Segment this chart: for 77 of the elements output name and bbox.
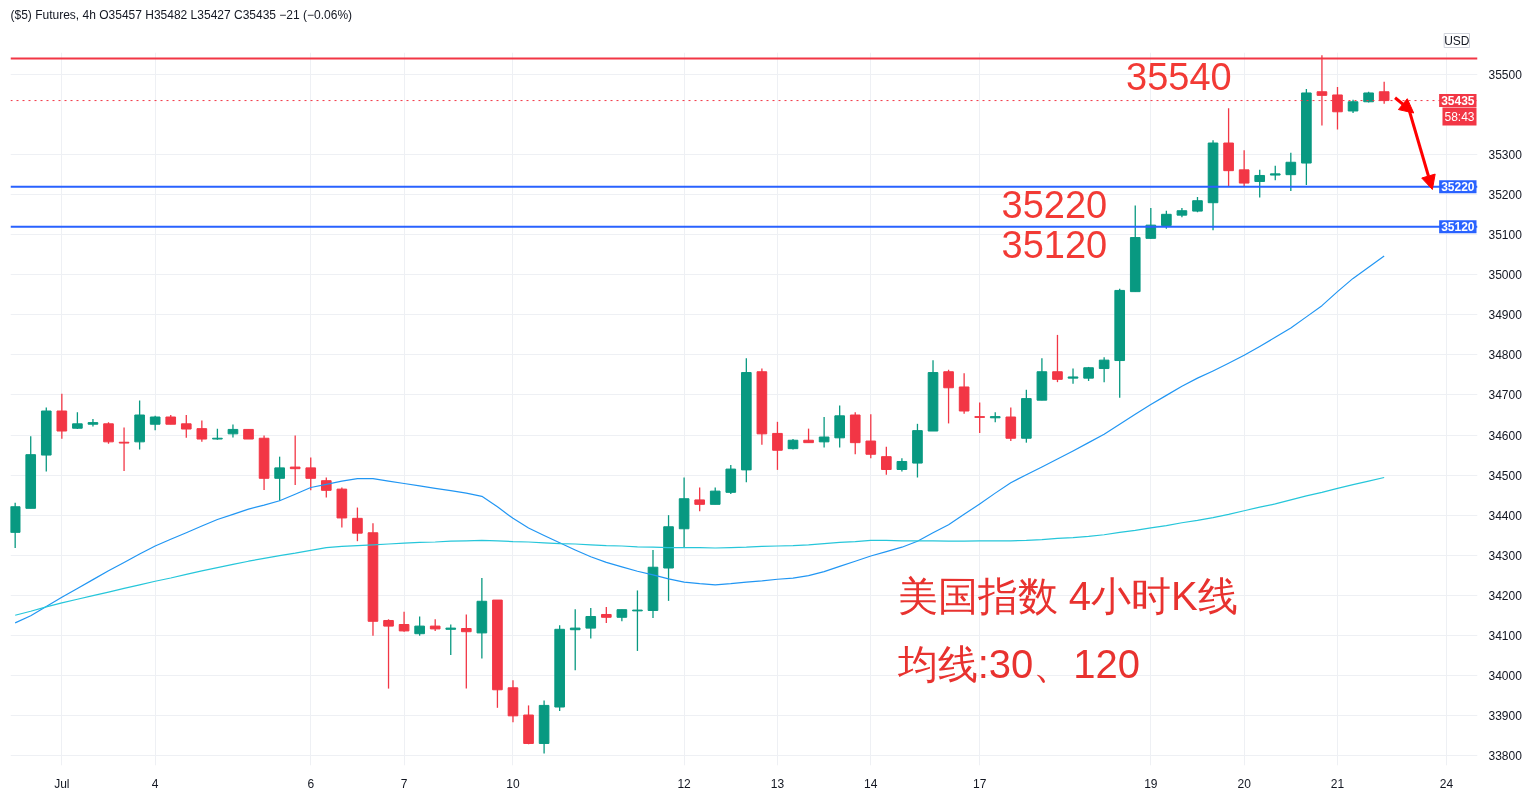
candlestick (460, 613, 472, 690)
candlestick (352, 506, 363, 542)
y-tick-label: 34900 (1488, 308, 1523, 323)
candlestick (1052, 334, 1063, 383)
candlestick (383, 618, 394, 690)
candlestick (445, 623, 457, 656)
candlestick (1098, 356, 1110, 383)
candlestick (725, 464, 737, 495)
y-tick-label: 35200 (1488, 188, 1523, 203)
y-tick-label: 34300 (1488, 548, 1523, 563)
candlestick (1254, 169, 1266, 199)
ref-line-label: 35120 (1441, 220, 1475, 235)
candlestick (569, 608, 581, 671)
x-tick-label: 6 (307, 776, 315, 791)
candlestick (1005, 406, 1017, 442)
x-tick-label: 19 (1144, 776, 1158, 791)
candlestick (818, 416, 830, 449)
x-tick-label: 10 (506, 776, 520, 791)
x-tick-label: 14 (864, 776, 878, 791)
x-tick-label: 4 (151, 776, 159, 791)
y-tick-label: 35000 (1488, 268, 1523, 283)
candlestick (585, 607, 597, 640)
x-tick-label: 24 (1439, 776, 1454, 791)
y-tick-label: 35500 (1488, 68, 1523, 83)
candlestick (772, 421, 783, 471)
y-tick-label: 34600 (1488, 428, 1523, 443)
y-tick-label: 33800 (1488, 748, 1523, 763)
candlestick (196, 419, 208, 443)
x-tick-label: 12 (677, 776, 692, 791)
candlestick (289, 434, 301, 486)
ref-line-label: 35540 (1126, 55, 1232, 98)
candlestick (974, 401, 986, 434)
candlestick (943, 369, 954, 425)
candlestick (1238, 149, 1250, 187)
y-tick-label: 34200 (1488, 588, 1523, 603)
x-tick-label: 21 (1330, 776, 1345, 791)
y-tick-label: 34100 (1488, 628, 1523, 643)
y-axis-title: USD (1444, 33, 1470, 48)
candlestick (881, 446, 892, 476)
y-tick-label: 34000 (1488, 668, 1523, 683)
candlestick (694, 486, 705, 512)
text: 35120 (1001, 223, 1108, 266)
candlestick (1161, 210, 1172, 230)
candlestick (414, 615, 425, 637)
candlestick (274, 456, 285, 502)
y-tick-label: 34700 (1488, 388, 1523, 403)
y-tick-label: 34400 (1488, 508, 1523, 523)
candlestick (103, 421, 114, 445)
candlestick (56, 393, 68, 440)
line-series (14, 476, 1385, 616)
candlestick (305, 456, 317, 491)
candlestick (865, 413, 877, 459)
candlestick (398, 611, 410, 633)
chart-title: ($5) Futures, 4h O35457 H35482 L35427 C35435 −21 (−0.06%) (10, 7, 353, 22)
x-tick-label: 13 (770, 776, 785, 791)
x-tick-label: 7 (400, 776, 408, 791)
candlestick (632, 589, 643, 652)
ref-line-label: 35435 (1441, 94, 1475, 109)
y-tick-label: 34500 (1488, 468, 1523, 483)
text: 35220 (1001, 183, 1108, 226)
candlestick (1067, 367, 1079, 385)
y-tick-label: 33900 (1488, 708, 1523, 723)
annotation: 美国指数 4小时K线 (897, 574, 1238, 619)
x-tick-label: 17 (973, 776, 987, 791)
candlestick (180, 414, 192, 439)
annotation: 均线:30、120 (896, 641, 1141, 686)
y-tick-label: 35100 (1488, 228, 1523, 243)
candlestick (834, 404, 845, 449)
x-tick-label: 20 (1237, 776, 1252, 791)
y-tick-label: 35300 (1488, 148, 1523, 163)
ref-line-label: 35220 (1441, 180, 1475, 195)
candlestick (87, 418, 99, 428)
annotation: 58:43 (1444, 109, 1475, 124)
x-tick-label: Jul (54, 776, 70, 791)
candlestick (1285, 151, 1297, 192)
y-tick-label: 34800 (1488, 348, 1523, 363)
candlestick (118, 426, 130, 472)
